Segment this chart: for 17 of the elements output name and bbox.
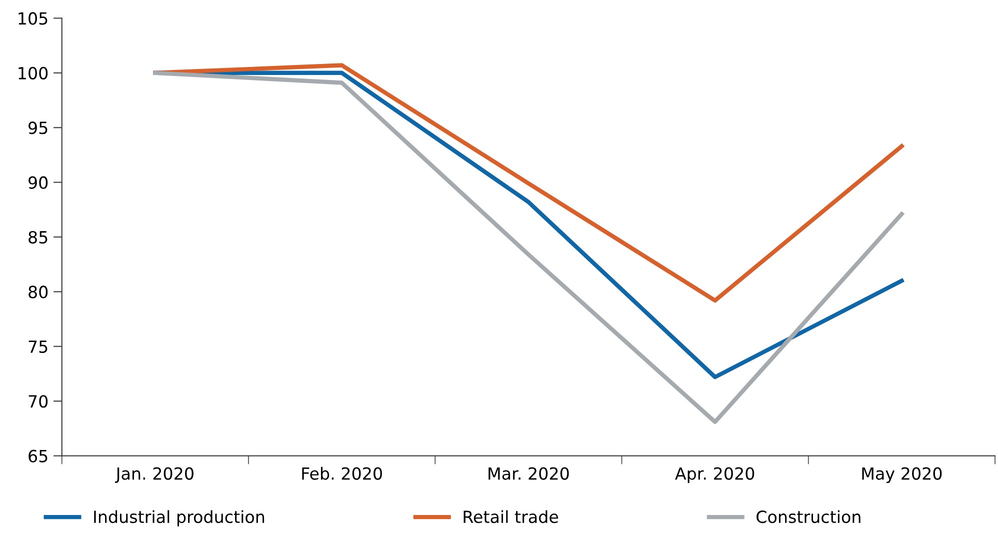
x-tick-label: Jan. 2020 <box>114 467 194 483</box>
x-tick-label: Feb. 2020 <box>302 466 382 480</box>
y-tick-label: 75 <box>28 340 48 353</box>
legend-label: Industrial production <box>94 510 264 526</box>
x-tick-label: Mar. 2020 <box>488 467 569 480</box>
y-tick-label: 65 <box>28 450 48 462</box>
y-tick-label: 90 <box>28 176 48 189</box>
y-tick-label: 85 <box>28 230 48 244</box>
y-tick-label: 70 <box>28 395 48 408</box>
y-tick-label: 95 <box>28 122 48 134</box>
legend-label: Retail trade <box>464 510 558 524</box>
y-tick-label: 105 <box>18 12 48 25</box>
x-tick-label: Apr. 2020 <box>675 467 754 484</box>
y-tick-label: 80 <box>28 286 48 298</box>
y-tick-label: 100 <box>18 66 48 80</box>
x-tick-label: May 2020 <box>862 467 942 484</box>
legend-label: Construction <box>756 510 860 524</box>
